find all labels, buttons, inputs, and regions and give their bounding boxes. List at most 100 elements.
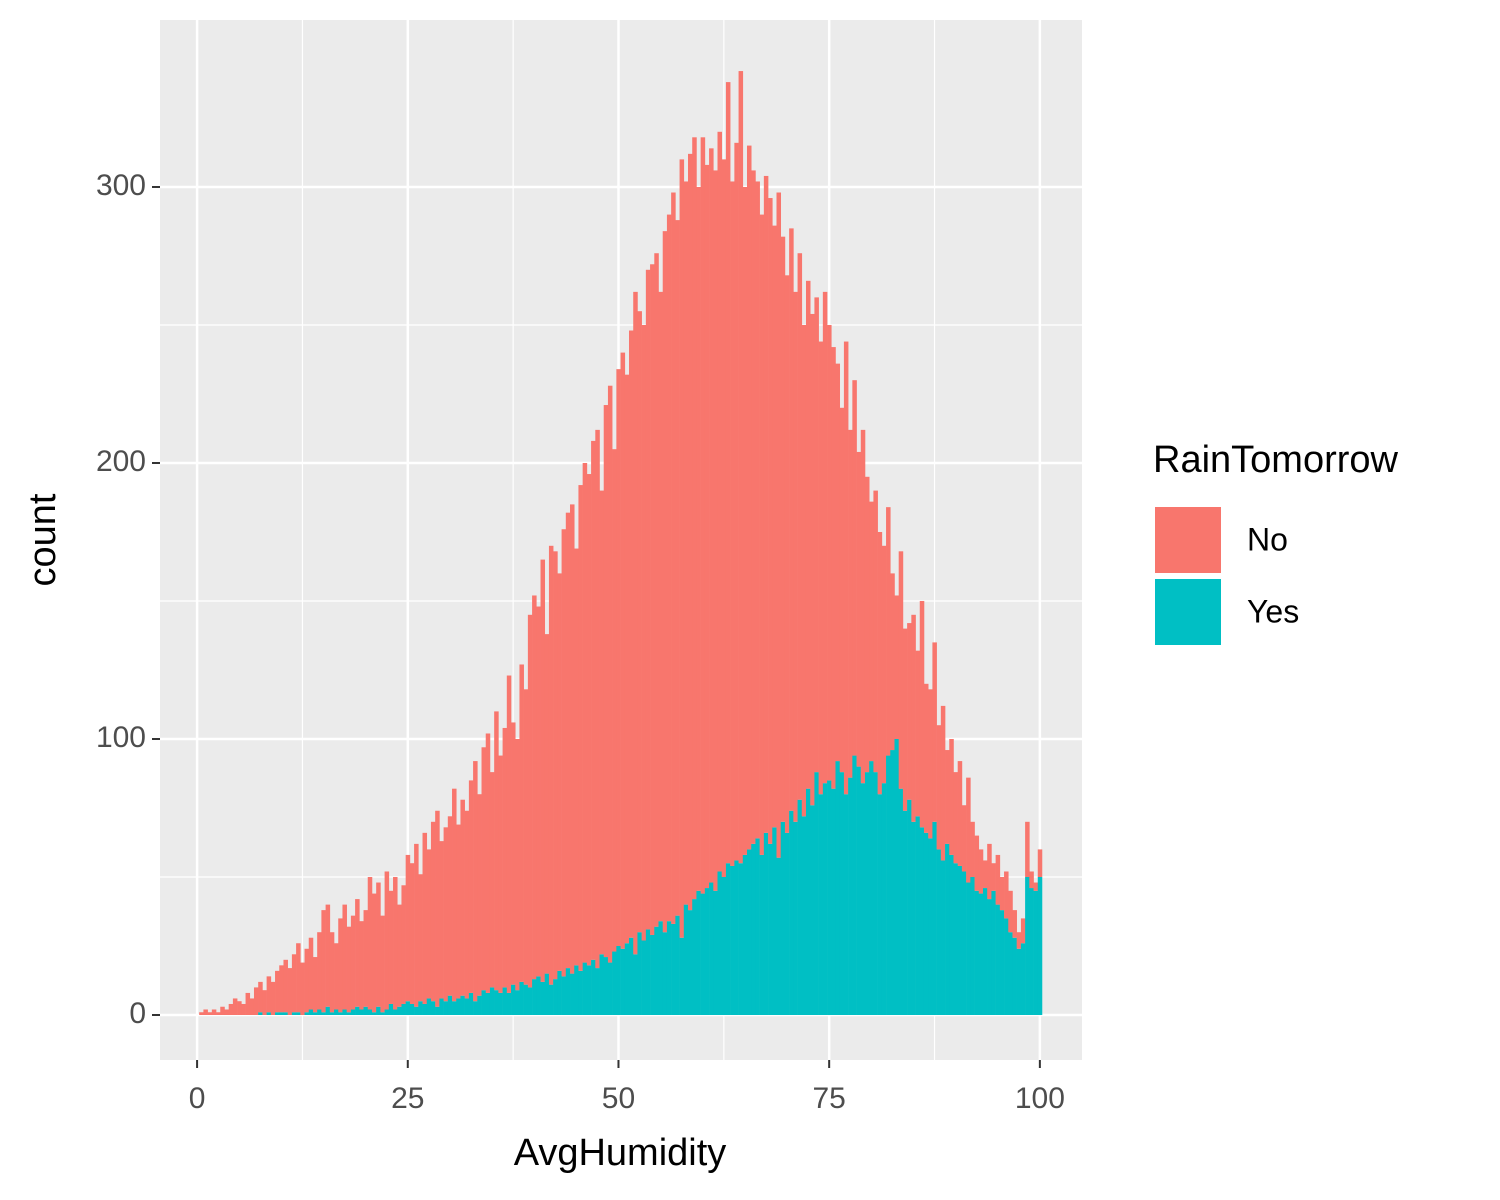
bar-segment: [199, 1012, 204, 1016]
bar-segment: [321, 910, 326, 1013]
bar-segment: [532, 595, 537, 980]
bar-segment: [780, 821, 786, 1016]
bar-segment: [919, 827, 925, 1016]
bar-segment: [275, 1012, 280, 1016]
bar-segment: [848, 777, 853, 1016]
bar-segment: [1004, 918, 1009, 1016]
bar-segment: [730, 865, 735, 1016]
bar-segment: [725, 863, 731, 1016]
bar-segment: [561, 976, 567, 1016]
bar-segment: [759, 854, 765, 1016]
bar-segment: [422, 1003, 428, 1016]
bar-segment: [995, 904, 1001, 1016]
bar-segment: [511, 984, 516, 1016]
bar-segment: [515, 990, 520, 1016]
bar-segment: [384, 871, 390, 1010]
bar-segment: [384, 1009, 390, 1016]
bar-segment: [671, 923, 676, 1016]
bar-segment: [940, 860, 946, 1016]
bar-segment: [831, 788, 836, 1016]
bar-segment: [852, 755, 857, 1016]
bar-segment: [279, 965, 284, 1013]
bar-segment: [296, 943, 301, 1013]
y-tick-label: 300: [96, 169, 146, 202]
bar-segment: [696, 890, 701, 1016]
bar-segment: [591, 440, 596, 960]
bar-segment: [232, 998, 238, 1016]
bar-segment: [1025, 821, 1030, 878]
bar-segment: [911, 821, 916, 1016]
bar-segment: [902, 810, 908, 1016]
bar-segment: [511, 722, 516, 985]
bar-segment: [1029, 888, 1034, 1016]
bar-segment: [329, 932, 335, 1013]
bar-segment: [966, 777, 971, 883]
bar-segment: [763, 175, 769, 833]
bar-segment: [742, 186, 748, 855]
bar-segment: [679, 159, 685, 938]
bar-segment: [898, 551, 904, 789]
bar-segment: [886, 507, 891, 756]
bar-segment: [203, 1009, 208, 1016]
bar-segment: [262, 990, 267, 1016]
bar-segment: [751, 170, 756, 844]
bar-segment: [671, 192, 676, 924]
bar-segment: [991, 863, 996, 891]
bar-segment: [932, 821, 937, 1016]
bar-segment: [835, 761, 841, 1016]
bar-segment: [355, 1006, 360, 1016]
bar-segment: [974, 890, 980, 1016]
bar-segment: [835, 363, 841, 762]
bar-segment: [725, 82, 731, 864]
bar-segment: [258, 981, 263, 1013]
bar-segment: [789, 810, 794, 1016]
bar-segment: [612, 449, 617, 952]
bar-segment: [1012, 910, 1017, 938]
bar-segment: [553, 979, 558, 1016]
bar-segment: [540, 559, 546, 982]
bar-segment: [544, 973, 550, 1016]
bar-segment: [923, 683, 929, 833]
bar-segment: [211, 1009, 217, 1016]
bar-segment: [936, 849, 942, 1016]
bar-segment: [982, 888, 988, 1016]
legend-title: RainTomorrow: [1153, 439, 1399, 481]
bar-segment: [216, 1012, 221, 1016]
bar-segment: [953, 863, 958, 1016]
bar-segment: [367, 1009, 373, 1016]
bar-segment: [945, 843, 950, 1016]
bar-segment: [949, 739, 954, 855]
bar-segment: [827, 324, 832, 781]
bar-segment: [662, 932, 668, 1016]
bar-segment: [405, 1001, 411, 1016]
bar-segment: [334, 1009, 339, 1016]
bar-segment: [704, 164, 710, 889]
bar-segment: [485, 733, 491, 993]
bar-segment: [477, 794, 482, 996]
bar-segment: [468, 780, 474, 993]
bar-segment: [312, 1012, 318, 1016]
bar-segment: [877, 794, 883, 1016]
bar-segment: [974, 835, 980, 891]
bar-segment: [291, 1012, 297, 1016]
bar-segment: [544, 634, 550, 974]
bar-segment: [662, 231, 668, 933]
bar-segment: [751, 843, 756, 1016]
bar-segment: [359, 1009, 364, 1016]
bar-segment: [523, 689, 529, 985]
bar-segment: [376, 882, 381, 1007]
bar-segment: [801, 816, 807, 1016]
bar-segment: [599, 490, 605, 955]
bar-segment: [696, 186, 701, 891]
bar-segment: [784, 832, 790, 1016]
bar-segment: [418, 1001, 423, 1016]
bar-segment: [481, 990, 487, 1016]
bar-segment: [435, 810, 440, 1007]
bar-segment: [599, 954, 605, 1016]
bar-segment: [591, 959, 596, 1016]
bar-segment: [970, 877, 975, 1016]
bar-segment: [637, 932, 642, 1016]
bar-segment: [426, 998, 432, 1016]
bar-segment: [999, 877, 1005, 911]
